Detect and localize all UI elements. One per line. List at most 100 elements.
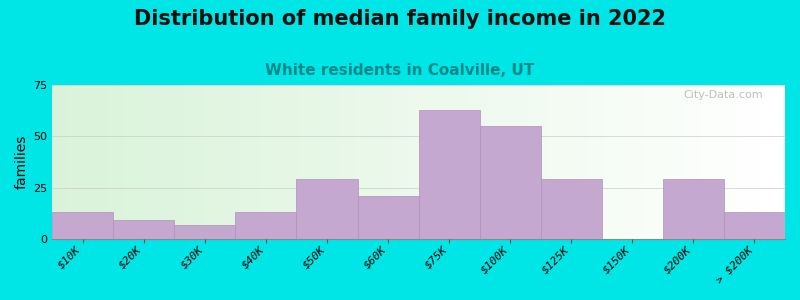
Bar bbox=[254, 85, 258, 239]
Bar bbox=[550, 85, 554, 239]
Bar bbox=[657, 85, 661, 239]
Bar bbox=[174, 225, 235, 239]
Bar bbox=[294, 85, 298, 239]
Bar bbox=[181, 85, 184, 239]
Bar bbox=[606, 85, 609, 239]
Bar bbox=[334, 85, 338, 239]
Bar bbox=[374, 85, 378, 239]
Bar bbox=[411, 85, 415, 239]
Bar bbox=[474, 85, 478, 239]
Bar bbox=[565, 85, 569, 239]
Bar bbox=[573, 85, 576, 239]
Bar bbox=[338, 85, 342, 239]
Bar bbox=[217, 85, 221, 239]
Bar bbox=[110, 85, 114, 239]
Bar bbox=[346, 85, 349, 239]
Bar bbox=[415, 85, 418, 239]
Bar bbox=[580, 85, 583, 239]
Bar bbox=[664, 85, 668, 239]
Bar bbox=[543, 85, 547, 239]
Bar bbox=[485, 85, 488, 239]
Bar bbox=[774, 85, 778, 239]
Bar bbox=[162, 85, 166, 239]
Bar bbox=[202, 85, 206, 239]
Bar bbox=[279, 85, 283, 239]
Bar bbox=[114, 85, 118, 239]
Bar bbox=[133, 85, 137, 239]
Bar bbox=[327, 85, 330, 239]
Text: White residents in Coalville, UT: White residents in Coalville, UT bbox=[266, 63, 534, 78]
Bar bbox=[646, 85, 650, 239]
Bar bbox=[634, 85, 638, 239]
Bar bbox=[198, 85, 202, 239]
Bar bbox=[356, 85, 360, 239]
Bar bbox=[312, 85, 316, 239]
Bar bbox=[686, 85, 690, 239]
Bar bbox=[309, 85, 312, 239]
Bar bbox=[441, 85, 444, 239]
Bar bbox=[302, 85, 305, 239]
Bar bbox=[140, 85, 144, 239]
Bar bbox=[191, 85, 195, 239]
Bar bbox=[642, 85, 646, 239]
Bar bbox=[224, 85, 228, 239]
Bar bbox=[694, 85, 697, 239]
Bar bbox=[114, 220, 174, 239]
Bar bbox=[235, 85, 239, 239]
Bar bbox=[82, 85, 85, 239]
Bar bbox=[52, 85, 56, 239]
Bar bbox=[536, 85, 539, 239]
Bar bbox=[70, 85, 74, 239]
Bar bbox=[261, 85, 265, 239]
Bar bbox=[590, 85, 594, 239]
Bar bbox=[158, 85, 162, 239]
Bar bbox=[170, 85, 173, 239]
Bar bbox=[678, 85, 682, 239]
Bar bbox=[506, 85, 510, 239]
Bar bbox=[188, 85, 191, 239]
Bar bbox=[470, 85, 474, 239]
Bar bbox=[499, 85, 503, 239]
Bar bbox=[67, 85, 70, 239]
Bar bbox=[712, 85, 715, 239]
Bar bbox=[430, 85, 434, 239]
Bar bbox=[214, 85, 217, 239]
Bar bbox=[455, 85, 459, 239]
Bar bbox=[286, 85, 290, 239]
Bar bbox=[766, 85, 770, 239]
Bar bbox=[558, 85, 562, 239]
Bar bbox=[434, 85, 437, 239]
Bar bbox=[147, 85, 151, 239]
Bar bbox=[258, 85, 261, 239]
Bar bbox=[404, 85, 407, 239]
Bar bbox=[137, 85, 140, 239]
Bar bbox=[770, 85, 774, 239]
Bar bbox=[602, 85, 606, 239]
Bar bbox=[448, 85, 451, 239]
Bar bbox=[617, 85, 620, 239]
Bar bbox=[480, 126, 541, 239]
Bar bbox=[418, 110, 480, 239]
Bar bbox=[422, 85, 426, 239]
Bar bbox=[748, 85, 752, 239]
Bar bbox=[265, 85, 268, 239]
Bar bbox=[562, 85, 565, 239]
Bar bbox=[96, 85, 100, 239]
Bar bbox=[745, 85, 748, 239]
Bar bbox=[782, 85, 785, 239]
Bar bbox=[594, 85, 598, 239]
Bar bbox=[360, 85, 364, 239]
Bar bbox=[529, 85, 532, 239]
Bar bbox=[510, 85, 514, 239]
Bar bbox=[541, 179, 602, 239]
Bar bbox=[85, 85, 89, 239]
Bar bbox=[242, 85, 246, 239]
Bar bbox=[228, 85, 232, 239]
Bar bbox=[371, 85, 374, 239]
Bar bbox=[569, 85, 573, 239]
Bar bbox=[624, 85, 627, 239]
Bar bbox=[653, 85, 657, 239]
Bar bbox=[734, 85, 738, 239]
Bar bbox=[620, 85, 624, 239]
Bar bbox=[741, 85, 745, 239]
